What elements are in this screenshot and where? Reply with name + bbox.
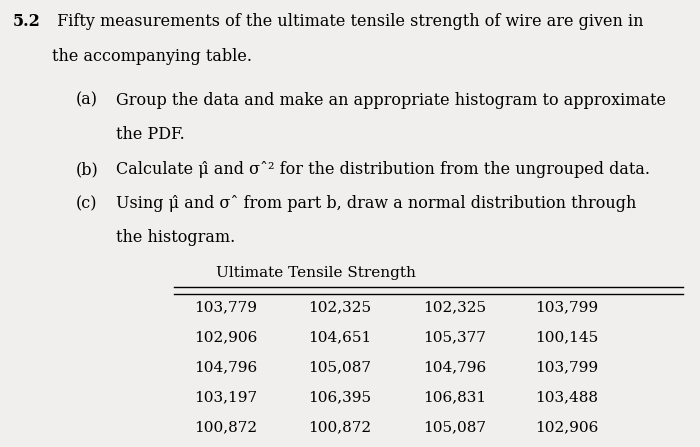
Text: 103,799: 103,799 xyxy=(536,360,598,374)
Text: 105,087: 105,087 xyxy=(308,360,371,374)
Text: 103,779: 103,779 xyxy=(195,300,258,314)
Text: 102,325: 102,325 xyxy=(308,300,371,314)
Text: 100,145: 100,145 xyxy=(536,330,598,344)
Text: 105,087: 105,087 xyxy=(424,420,486,434)
Text: the PDF.: the PDF. xyxy=(116,126,184,143)
Text: 102,906: 102,906 xyxy=(535,420,598,434)
Text: Fifty measurements of the ultimate tensile strength of wire are given in: Fifty measurements of the ultimate tensi… xyxy=(52,13,644,30)
Text: Ultimate Tensile Strength: Ultimate Tensile Strength xyxy=(216,266,416,280)
Text: (c): (c) xyxy=(76,195,97,212)
Text: Calculate μ̂ and σˆ² for the distribution from the ungrouped data.: Calculate μ̂ and σˆ² for the distributio… xyxy=(116,161,650,178)
Text: 102,906: 102,906 xyxy=(194,330,258,344)
Text: 106,395: 106,395 xyxy=(308,390,371,404)
Text: Using μ̂ and σˆ from part b, draw a normal distribution through: Using μ̂ and σˆ from part b, draw a norm… xyxy=(116,195,636,212)
Text: 100,872: 100,872 xyxy=(195,420,258,434)
Text: 104,651: 104,651 xyxy=(308,330,371,344)
Text: 104,796: 104,796 xyxy=(195,360,258,374)
Text: the accompanying table.: the accompanying table. xyxy=(52,48,253,65)
Text: 5.2: 5.2 xyxy=(13,13,41,30)
Text: 100,872: 100,872 xyxy=(308,420,371,434)
Text: 104,796: 104,796 xyxy=(424,360,486,374)
Text: 103,488: 103,488 xyxy=(536,390,598,404)
Text: 102,325: 102,325 xyxy=(424,300,486,314)
Text: 103,197: 103,197 xyxy=(195,390,258,404)
Text: (a): (a) xyxy=(76,92,97,109)
Text: 106,831: 106,831 xyxy=(424,390,486,404)
Text: (b): (b) xyxy=(76,161,98,178)
Text: Group the data and make an appropriate histogram to approximate: Group the data and make an appropriate h… xyxy=(116,92,666,109)
Text: 105,377: 105,377 xyxy=(424,330,486,344)
Text: the histogram.: the histogram. xyxy=(116,229,234,246)
Text: 103,799: 103,799 xyxy=(536,300,598,314)
